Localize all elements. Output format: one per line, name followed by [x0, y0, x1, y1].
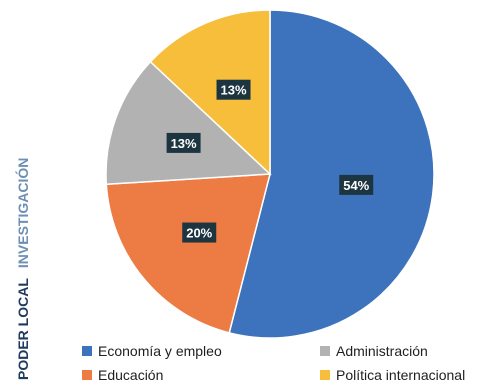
data-label-administracion: 13% [166, 132, 201, 153]
data-label-text-economia: 54% [343, 178, 369, 193]
pie-slice-economia [228, 9, 435, 339]
pie-chart: 54% 20% 13% 13% [105, 9, 435, 339]
legend-swatch-administracion [320, 346, 330, 356]
legend-item-economia: Economía y empleo [82, 343, 222, 359]
pie-slice-politica [149, 9, 271, 176]
legend-label-educacion: Educación [98, 367, 164, 383]
pie-slice-educacion [105, 173, 271, 334]
legend-label-economia: Economía y empleo [98, 343, 222, 359]
legend-swatch-politica [320, 370, 330, 380]
data-label-politica: 13% [216, 79, 251, 100]
legend-item-politica: Política internacional [320, 367, 465, 383]
data-label-economia: 54% [339, 174, 374, 195]
legend-label-politica: Política internacional [336, 367, 466, 383]
legend-swatch-educacion [82, 370, 92, 380]
data-label-box-politica [216, 79, 251, 100]
pie-slice-administracion [105, 60, 272, 186]
data-label-box-economia [339, 174, 374, 195]
section-label: INVESTIGACIÓN [14, 158, 31, 268]
data-label-text-educacion: 20% [186, 226, 212, 241]
data-label-text-politica: 13% [221, 83, 247, 98]
data-label-educacion: 20% [182, 222, 217, 243]
brand-label: PODER LOCAL [15, 278, 31, 380]
legend-item-administracion: Administración [320, 343, 428, 359]
legend-label-administracion: Administración [336, 343, 428, 359]
data-label-text-administracion: 13% [171, 136, 197, 151]
side-label: PODER LOCAL INVESTIGACIÓN [8, 150, 38, 380]
svg-text:PODER LOCALINVESTIGACIÓN: PODER LOCAL INVESTIGACIÓN [14, 158, 31, 380]
data-label-box-educacion [182, 222, 217, 243]
legend-swatch-economia [82, 346, 92, 356]
data-label-box-administracion [166, 132, 201, 153]
legend-item-educacion: Educación [82, 367, 163, 383]
chart-legend: Economía y empleo Administración Educaci… [82, 341, 482, 387]
